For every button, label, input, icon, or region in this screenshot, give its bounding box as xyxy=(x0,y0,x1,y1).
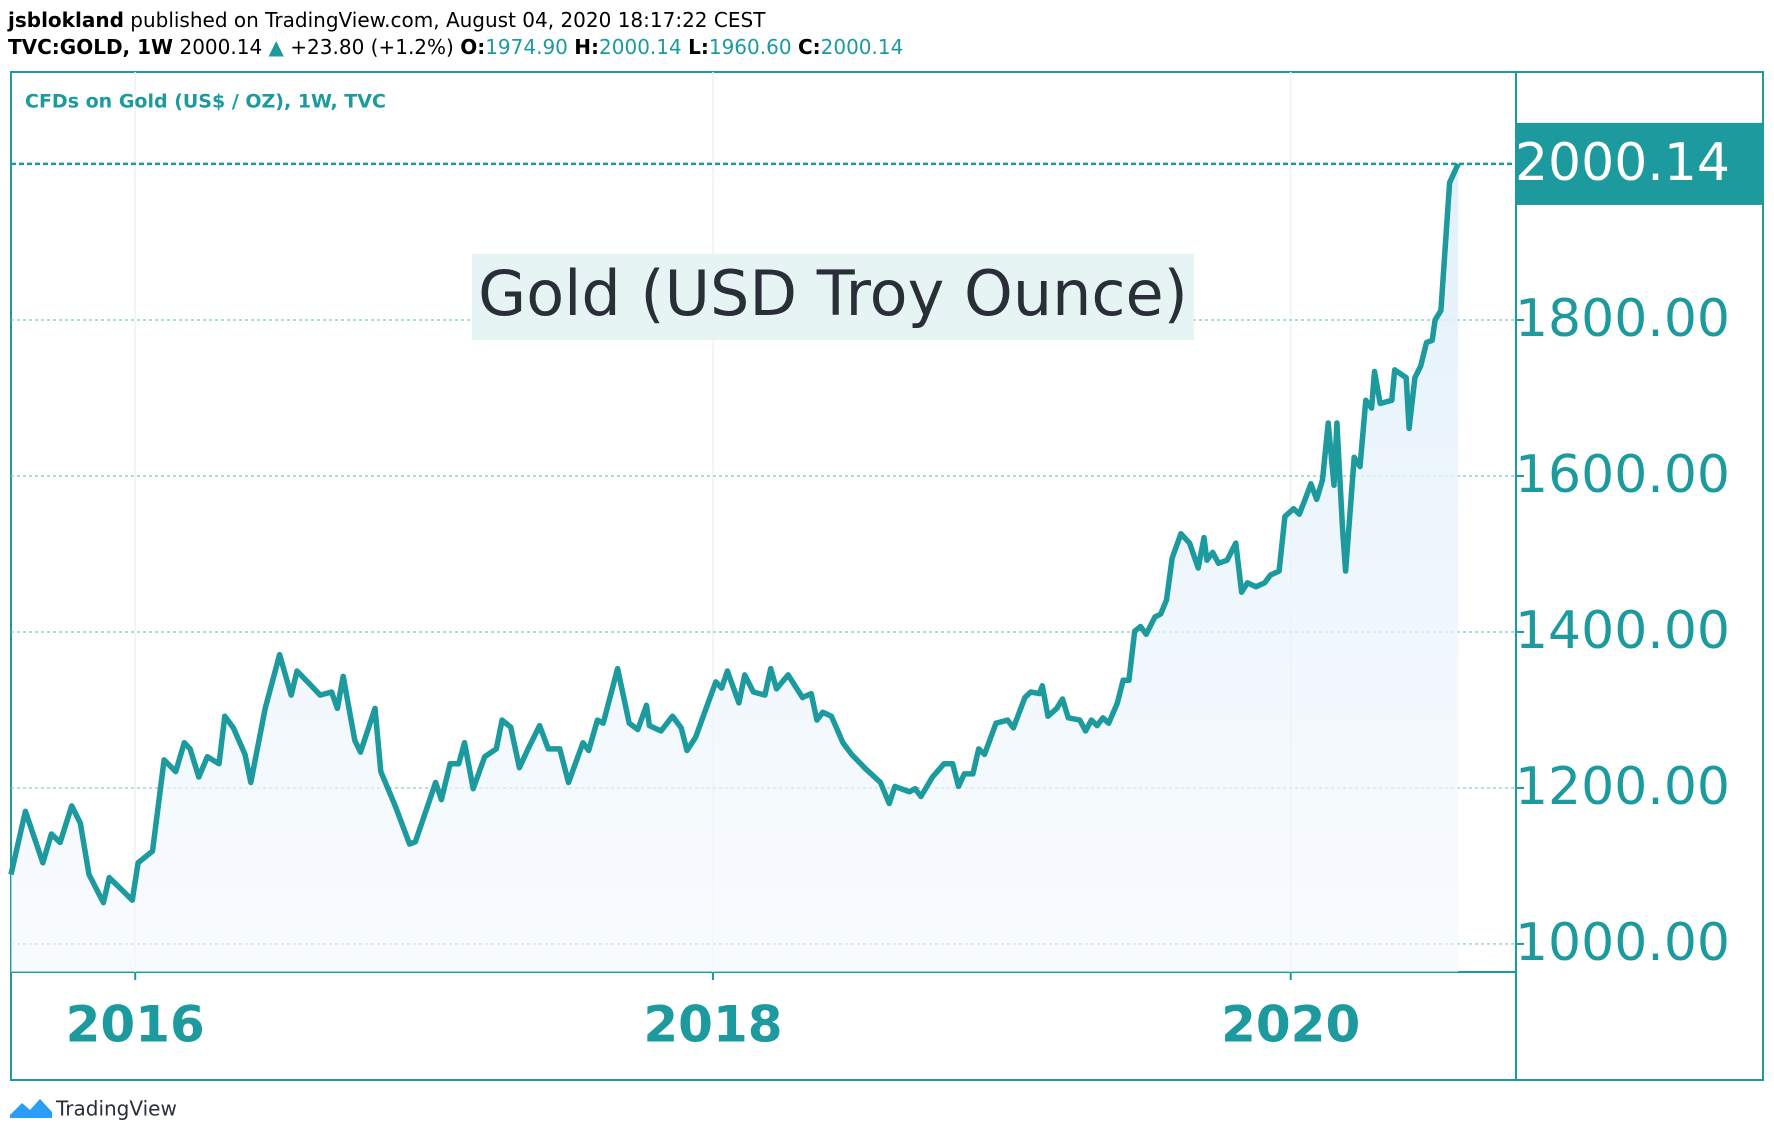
title-box xyxy=(472,254,1194,340)
chart-title: Gold (USD Troy Ounce) xyxy=(478,257,1188,330)
legend: CFDs on Gold (US$ / OZ), 1W, TVC xyxy=(25,91,386,113)
x-tick-label: 2020 xyxy=(1221,996,1360,1054)
header-line-2: TVC:GOLD, 1W 2000.14 ▲ +23.80 (+1.2%) O:… xyxy=(8,35,903,59)
close: 2000.14 xyxy=(821,35,904,59)
last-price-label: 2000.14 xyxy=(1515,133,1730,193)
arrow: ▲ xyxy=(269,35,285,59)
open-label: O: xyxy=(460,35,485,59)
chart-frame xyxy=(10,71,1764,1081)
symbol: TVC:GOLD, 1W xyxy=(8,35,173,59)
x-tick-label: 2016 xyxy=(66,996,205,1054)
high: 2000.14 xyxy=(599,35,682,59)
footer-brand: TradingView xyxy=(55,1097,177,1121)
y-tick-label: 1400.00 xyxy=(1515,601,1730,661)
author: jsblokland xyxy=(7,8,124,32)
y-tick-label: 1800.00 xyxy=(1515,289,1730,349)
low-label: L: xyxy=(688,35,709,59)
open: 1974.90 xyxy=(485,35,568,59)
published: published on TradingView.com, August 04,… xyxy=(130,8,766,32)
y-tick-label: 1000.00 xyxy=(1515,913,1730,973)
last-price-badge xyxy=(1517,122,1762,205)
price: 2000.14 xyxy=(179,35,262,59)
y-tick-label: 1200.00 xyxy=(1515,757,1730,817)
change: +23.80 (+1.2%) xyxy=(290,35,454,59)
area-fill xyxy=(11,163,1459,972)
x-tick-label: 2018 xyxy=(643,996,782,1054)
high-label: H: xyxy=(574,35,599,59)
low: 1960.60 xyxy=(709,35,792,59)
header-line-1: jsblokland published on TradingView.com,… xyxy=(7,8,766,32)
logo xyxy=(10,1099,52,1118)
logo-icon xyxy=(10,1099,52,1118)
close-label: C: xyxy=(798,35,821,59)
y-tick-label: 1600.00 xyxy=(1515,445,1730,505)
price-line xyxy=(8,162,1461,906)
